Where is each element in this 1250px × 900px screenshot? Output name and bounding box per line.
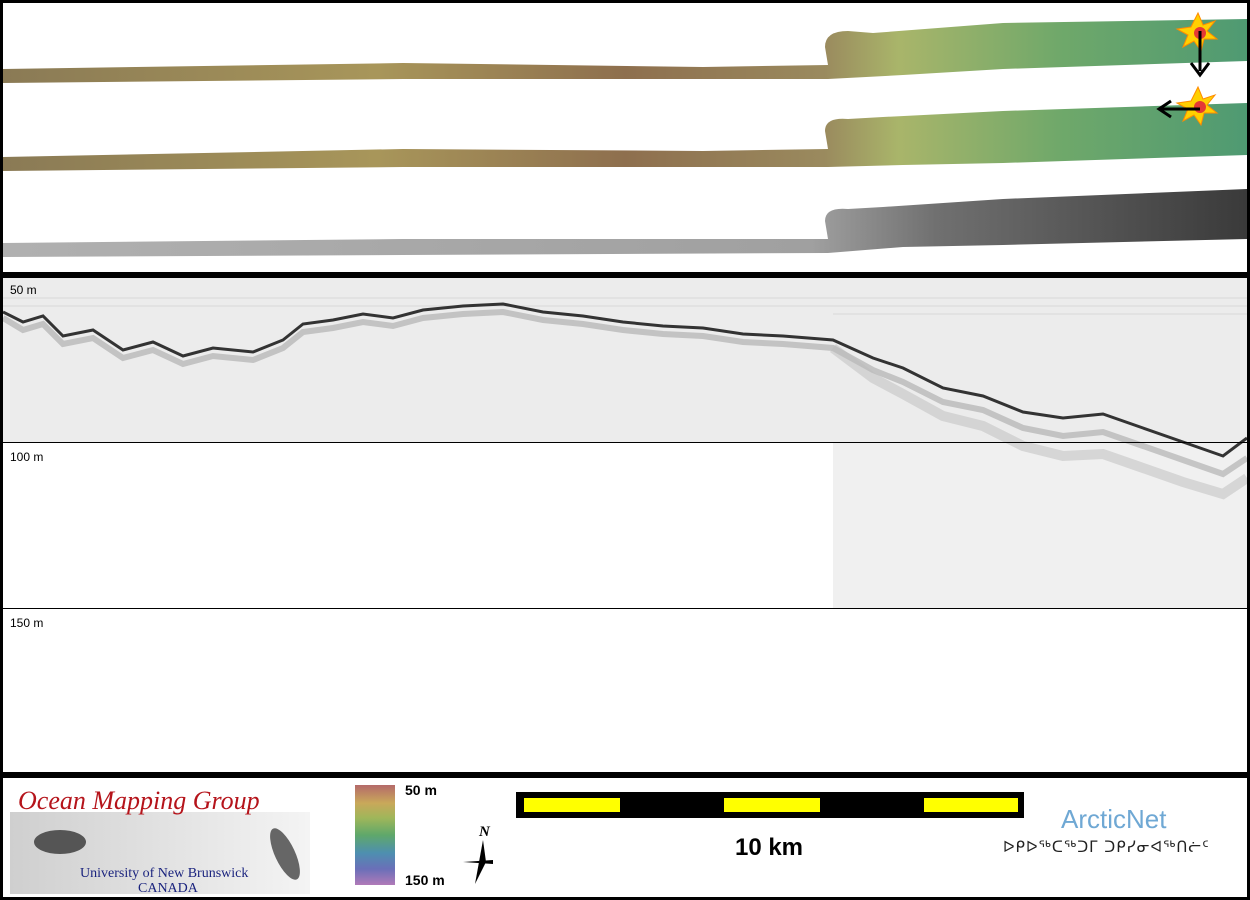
scale-label: 10 km: [734, 834, 804, 861]
ocean-mapping-group-logo: Ocean Mapping Group University of New Br…: [10, 782, 310, 896]
north-label: N: [478, 824, 491, 840]
swath-track-2: [3, 103, 1247, 171]
depth-gridline-150: [3, 608, 1247, 609]
scale-bar: [516, 792, 1024, 818]
swath-track-3: [3, 189, 1247, 257]
swath-track-1: [3, 19, 1247, 83]
start-marker-2: [1156, 85, 1219, 127]
swath-maps: [3, 11, 1247, 257]
legend-panel: Ocean Mapping Group University of New Br…: [3, 778, 1247, 897]
omg-university: University of New Brunswick: [80, 866, 249, 881]
depth-label-150: 150 m: [10, 616, 44, 630]
omg-country: CANADA: [138, 881, 198, 896]
start-marker-1: [1175, 11, 1219, 78]
depth-scale-top-label: 50 m: [405, 782, 437, 798]
depth-color-scale: [355, 785, 395, 885]
depth-label-50: 50 m: [10, 283, 37, 297]
depth-gridline-100: [3, 442, 1247, 443]
seafloor-reflector: [3, 302, 1247, 458]
omg-logo-graphic: [10, 812, 310, 894]
profile-echogram: [3, 278, 1247, 608]
depth-scale-bottom-label: 150 m: [405, 872, 445, 888]
arcticnet-inuktitut-name: ᐅᑭᐅᖅᑕᖅᑐᒥ ᑐᑭᓯᓂᐊᖅᑎᓖᑦ: [1003, 838, 1210, 856]
subbottom-profile-panel: 50 m 100 m 150 m: [3, 278, 1247, 772]
omg-title: Ocean Mapping Group: [18, 786, 260, 815]
arcticnet-logo: ArcticNet: [1061, 804, 1167, 834]
depth-label-100: 100 m: [10, 450, 44, 464]
north-arrow-icon: N: [463, 824, 493, 884]
swath-maps-panel: [3, 3, 1247, 272]
